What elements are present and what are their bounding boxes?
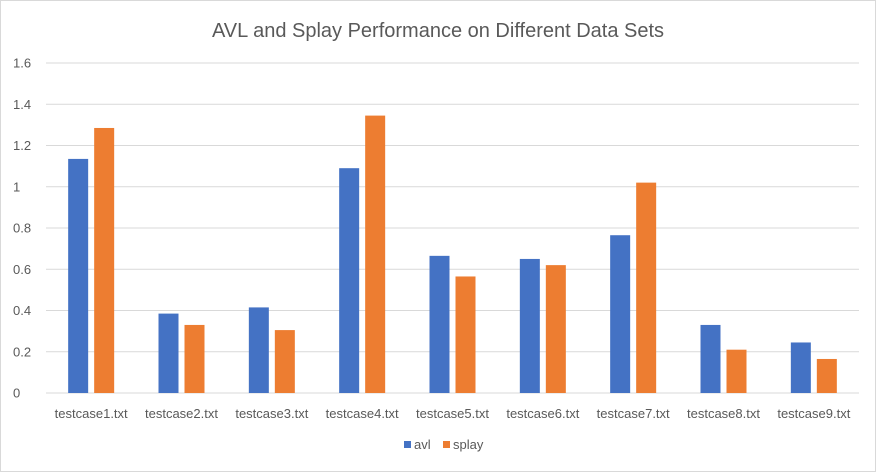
y-tick-label: 1.4: [13, 97, 31, 112]
x-tick-label: testcase3.txt: [235, 406, 308, 421]
bar-splay-7: [636, 182, 657, 393]
x-axis-ticks: testcase1.txt testcase2.txt testcase3.txt t…: [55, 406, 851, 421]
x-tick-label: testcase2.txt: [145, 406, 218, 421]
bar-splay-6: [545, 265, 566, 393]
x-tick-label: testcase6.txt: [506, 406, 579, 421]
bar-avl-5: [429, 255, 450, 393]
y-tick-label: 1.2: [13, 138, 31, 153]
x-tick-label: testcase4.txt: [326, 406, 399, 421]
y-axis-ticks: 0 0.2 0.4 0.6 0.8 1 1.2 1.4 1.6: [13, 56, 31, 401]
bar-splay-1: [94, 127, 115, 393]
bar-avl-9: [790, 342, 811, 393]
legend-swatch-avl: [404, 441, 411, 448]
y-tick-label: 0.2: [13, 344, 31, 359]
bar-avl-6: [519, 258, 540, 393]
bar-splay-9: [816, 358, 837, 393]
bar-splay-2: [184, 324, 205, 393]
y-tick-label: 1: [13, 179, 20, 194]
y-tick-label: 0: [13, 386, 20, 401]
bars: [68, 115, 837, 393]
legend-label-splay: splay: [453, 437, 484, 452]
y-tick-label: 1.6: [13, 56, 31, 71]
bar-splay-3: [274, 330, 295, 393]
legend-label-avl: avl: [414, 437, 431, 452]
x-tick-label: testcase9.txt: [777, 406, 850, 421]
bar-avl-7: [610, 235, 631, 393]
bar-avl-4: [339, 168, 360, 393]
bar-splay-5: [455, 276, 476, 393]
y-tick-label: 0.4: [13, 303, 31, 318]
bar-avl-3: [248, 307, 269, 393]
x-tick-label: testcase8.txt: [687, 406, 760, 421]
y-tick-label: 0.6: [13, 262, 31, 277]
x-tick-label: testcase5.txt: [416, 406, 489, 421]
y-tick-label: 0.8: [13, 221, 31, 236]
chart-title: AVL and Splay Performance on Different D…: [212, 20, 664, 42]
bar-avl-2: [158, 313, 179, 393]
legend: avl splay: [404, 437, 484, 452]
bar-splay-8: [726, 349, 747, 393]
x-tick-label: testcase7.txt: [597, 406, 670, 421]
gridlines: [46, 62, 859, 394]
bar-avl-8: [700, 324, 721, 393]
legend-swatch-splay: [443, 441, 450, 448]
x-tick-label: testcase1.txt: [55, 406, 128, 421]
bar-avl-1: [68, 158, 89, 393]
bar-splay-4: [365, 115, 386, 393]
